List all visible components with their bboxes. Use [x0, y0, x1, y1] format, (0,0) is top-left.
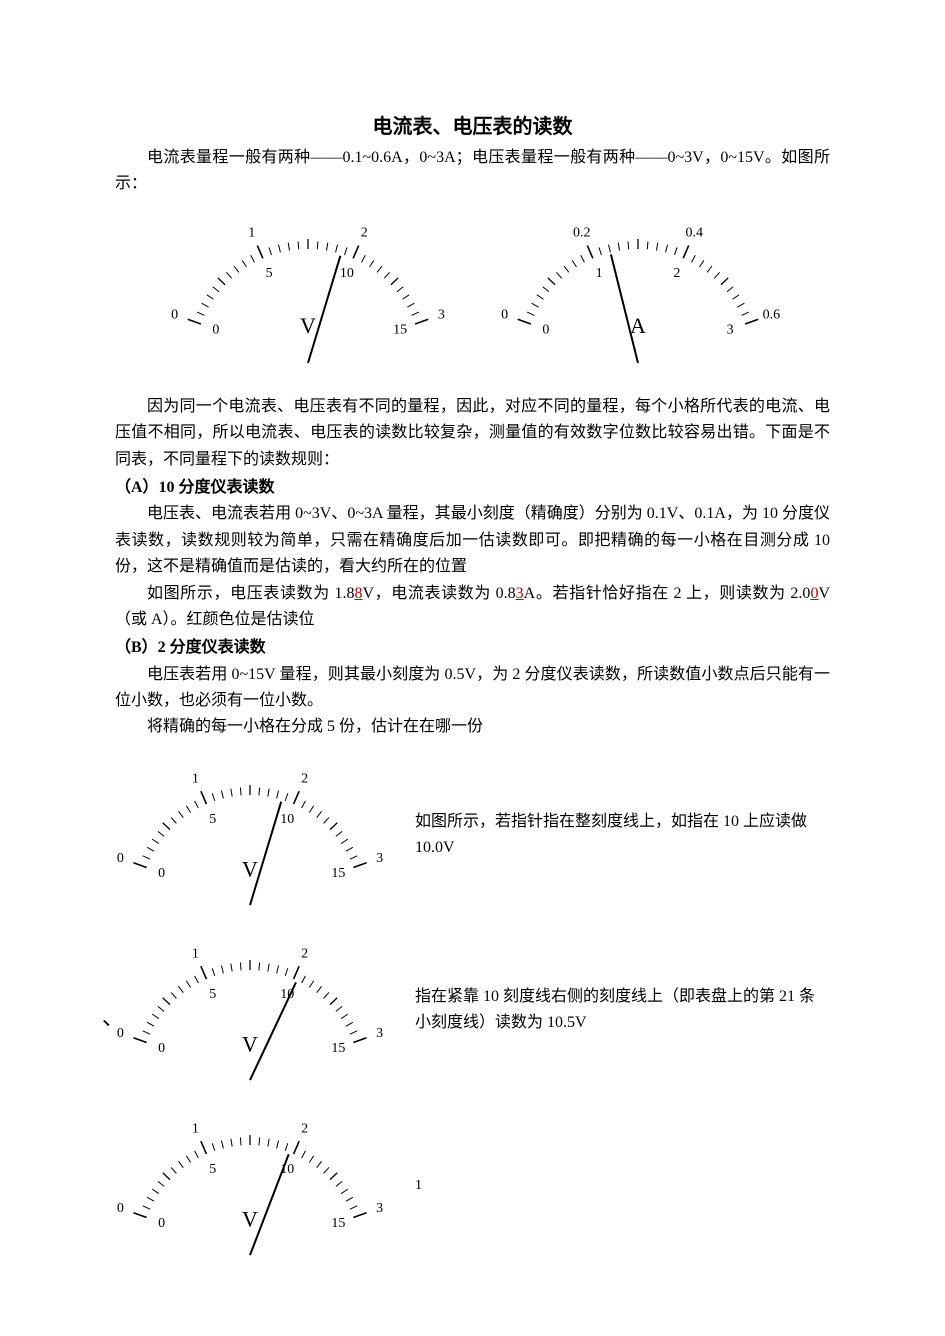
svg-text:15: 15 [331, 866, 345, 881]
svg-text:0: 0 [117, 851, 124, 866]
svg-text:1: 1 [595, 266, 602, 281]
svg-text:15: 15 [331, 1041, 345, 1056]
figure-row-b1: 0 1 2 3 0 5 10 15 V 如图所示，若指针指在整刻度线上，如指在 10 上应读做 … [115, 763, 830, 908]
figure-row-b2: 0123051015V 指在紧靠 10 刻度线右侧的刻度线上（即表盘上的第 21… [115, 938, 830, 1083]
svg-text:3: 3 [376, 851, 383, 866]
svg-text:A: A [630, 313, 646, 338]
section-b-p2: 将精确的每一小格在分成 5 份，估计在在哪一份 [115, 714, 830, 740]
svg-text:1: 1 [192, 1121, 199, 1136]
svg-text:5: 5 [209, 812, 216, 827]
svg-text:V: V [242, 1206, 258, 1231]
svg-text:0: 0 [542, 322, 549, 337]
svg-text:V: V [242, 856, 258, 881]
svg-text:2: 2 [673, 266, 680, 281]
svg-text:0: 0 [212, 322, 219, 337]
svg-text:0: 0 [117, 1201, 124, 1216]
svg-text:0: 0 [158, 1216, 165, 1231]
svg-text:0: 0 [158, 1041, 165, 1056]
svg-text:5: 5 [209, 987, 216, 1002]
estimated-digit: 3 [516, 585, 524, 602]
page-title: 电流表、电压表的读数 [115, 110, 830, 139]
section-b-heading: （B）2 分度仪表读数 [115, 635, 830, 661]
intro-paragraph: 电流表量程一般有两种——0.1~0.6A，0~3A；电压表量程一般有两种——0~… [115, 145, 830, 198]
section-a-p1: 电压表、电流表若用 0~3V、0~3A 量程，其最小刻度（精确度）分别为 0.1… [115, 501, 830, 580]
svg-text:0.6: 0.6 [762, 307, 780, 322]
page: 电流表、电压表的读数 电流表量程一般有两种——0.1~0.6A，0~3A；电压表… [0, 0, 945, 1336]
svg-text:V: V [300, 313, 316, 338]
svg-text:1: 1 [192, 771, 199, 786]
side-text-2: 指在紧靠 10 刻度线右侧的刻度线上（即表盘上的第 21 条小刻度线）读数为 1… [415, 984, 830, 1037]
svg-text:V: V [242, 1031, 258, 1056]
page-number: 1 [415, 1178, 422, 1193]
svg-text:10: 10 [280, 812, 294, 827]
svg-text:15: 15 [331, 1216, 345, 1231]
svg-text:1: 1 [248, 225, 255, 240]
svg-text:2: 2 [301, 1121, 308, 1136]
svg-text:3: 3 [376, 1201, 383, 1216]
svg-text:2: 2 [301, 771, 308, 786]
svg-text:5: 5 [265, 266, 272, 281]
svg-text:10: 10 [339, 266, 353, 281]
voltmeter-figure: 0 1 2 3 0 5 10 15 V [163, 216, 453, 366]
voltmeter-figure-b1: 0 1 2 3 0 5 10 15 V [115, 763, 385, 908]
section-a-heading: （A）10 分度仪表读数 [115, 475, 830, 501]
svg-text:0.4: 0.4 [685, 225, 703, 240]
voltmeter-figure-b3: 0123051015V [115, 1113, 385, 1258]
voltmeter-figure-b2: 0123051015V [115, 938, 385, 1083]
ammeter-figure: 0 0.2 0.4 0.6 0 1 2 3 A [493, 216, 783, 366]
svg-text:2: 2 [360, 225, 367, 240]
figure-row-b3: 0123051015V 1 [115, 1113, 830, 1258]
svg-text:5: 5 [209, 1162, 216, 1177]
svg-text:3: 3 [726, 322, 733, 337]
stray-mark: 、 [102, 1000, 124, 1032]
side-text-1: 如图所示，若指针指在整刻度线上，如指在 10 上应读做 10.0V [415, 809, 830, 862]
svg-text:15: 15 [393, 322, 407, 337]
svg-text:3: 3 [376, 1026, 383, 1041]
svg-text:0: 0 [171, 307, 178, 322]
paragraph-2: 因为同一个电流表、电压表有不同的量程，因此，对应不同的量程，每个小格所代表的电流… [115, 394, 830, 473]
svg-text:0: 0 [501, 307, 508, 322]
section-a-p2: 如图所示，电压表读数为 1.88V，电流表读数为 0.83A。若指针恰好指在 2… [115, 581, 830, 634]
section-b-p1: 电压表若用 0~15V 量程，则其最小刻度为 0.5V，为 2 分度仪表读数，所… [115, 662, 830, 715]
svg-text:0: 0 [158, 866, 165, 881]
figure-row-top: 0 1 2 3 0 5 10 15 V 0 0.2 0.4 0.6 0 1 2 3 A [115, 216, 830, 366]
svg-text:2: 2 [301, 946, 308, 961]
svg-text:3: 3 [437, 307, 444, 322]
svg-text:0.2: 0.2 [573, 225, 591, 240]
svg-text:1: 1 [192, 946, 199, 961]
side-text-3: 1 [415, 1172, 830, 1198]
